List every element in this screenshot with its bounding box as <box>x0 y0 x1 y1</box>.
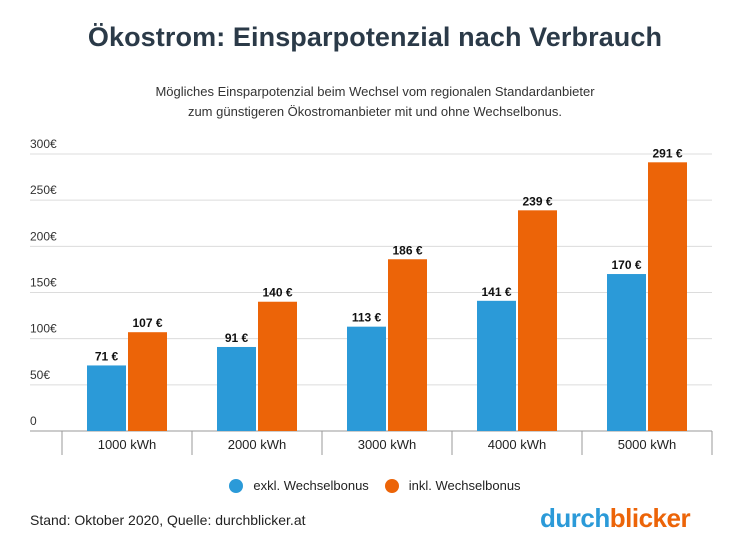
legend-item-exkl: exkl. Wechselbonus <box>229 478 369 493</box>
subtitle-line-2: zum günstigeren Ökostromanbieter mit und… <box>187 104 563 119</box>
bar-exkl <box>607 274 646 431</box>
legend-label-exkl: exkl. Wechselbonus <box>253 478 369 493</box>
data-label-inkl: 186 € <box>392 243 422 257</box>
x-tick-label: 3000 kWh <box>358 437 417 452</box>
y-tick-label-300: 300€ <box>30 137 57 151</box>
bar-inkl <box>648 162 687 431</box>
bar-chart: 0 50€ 100€ 150€ 200€ 250€ 300€ 1000 kWh 71 € 107 … <box>30 137 713 455</box>
bar-exkl <box>347 326 386 431</box>
chart-legend: exkl. Wechselbonus inkl. Wechselbonus <box>0 478 750 493</box>
data-label-exkl: 71 € <box>95 349 119 363</box>
bar-exkl <box>87 365 126 431</box>
y-tick-label-100: 100€ <box>30 322 57 336</box>
y-tick-label-250: 250€ <box>30 183 57 197</box>
y-tick-label-0: 0 <box>30 414 37 428</box>
brand-logo: durchblicker <box>540 503 691 534</box>
bar-inkl <box>518 210 557 431</box>
x-tick-label: 1000 kWh <box>98 437 157 452</box>
legend-item-inkl: inkl. Wechselbonus <box>384 478 521 493</box>
bar-exkl <box>477 300 516 431</box>
brand-logo-part2: blicker <box>609 503 691 533</box>
data-label-inkl: 107 € <box>132 316 162 330</box>
subtitle-line-1: Mögliches Einsparpotenzial beim Wechsel … <box>155 84 595 99</box>
y-tick-label-150: 150€ <box>30 276 57 290</box>
legend-marker-exkl <box>229 478 244 493</box>
chart-title: Ökostrom: Einsparpotenzial nach Verbrauc… <box>87 22 663 52</box>
data-label-exkl: 141 € <box>481 285 511 299</box>
bar-inkl <box>258 301 297 431</box>
source-note: Stand: Oktober 2020, Quelle: durchblicke… <box>30 512 306 528</box>
x-tick-label: 4000 kWh <box>488 437 547 452</box>
data-label-exkl: 170 € <box>611 258 641 272</box>
data-label-exkl: 91 € <box>225 331 249 345</box>
data-label-inkl: 239 € <box>522 194 552 208</box>
x-tick-label: 5000 kWh <box>618 437 677 452</box>
data-label-exkl: 113 € <box>352 311 382 325</box>
chart-subtitle: Mögliches Einsparpotenzial beim Wechsel … <box>0 82 750 122</box>
bar-inkl <box>128 332 167 431</box>
bar-exkl <box>217 346 256 431</box>
y-tick-label-50: 50€ <box>30 368 50 382</box>
legend-label-inkl: inkl. Wechselbonus <box>408 478 521 493</box>
brand-logo-part1: durch <box>540 503 610 533</box>
x-tick-label: 2000 kWh <box>228 437 287 452</box>
legend-marker-inkl <box>384 478 399 493</box>
data-label-inkl: 291 € <box>652 146 682 160</box>
y-tick-label-200: 200€ <box>30 229 57 243</box>
data-label-inkl: 140 € <box>262 286 292 300</box>
bar-inkl <box>388 259 427 431</box>
